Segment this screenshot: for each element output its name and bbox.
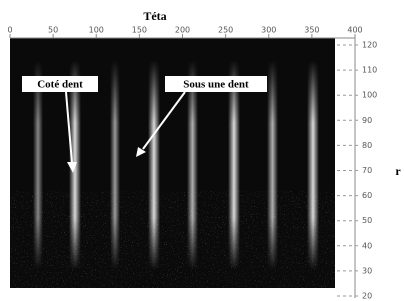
x-tick-label: 200 bbox=[175, 26, 190, 35]
x-tick-label: 50 bbox=[48, 26, 58, 35]
y-tick-label: 20 bbox=[362, 292, 372, 301]
annotation: Sous une dent bbox=[183, 79, 249, 91]
y-tick-label: 70 bbox=[362, 166, 372, 175]
chart: Téta r Coté dent Sous une dent 0 50 100 150… bbox=[0, 0, 404, 301]
y-axis-title: r bbox=[395, 164, 401, 178]
x-tick-label: 400 bbox=[347, 26, 362, 35]
x-tick-label: 300 bbox=[261, 26, 276, 35]
y-tick-label: 110 bbox=[362, 66, 377, 75]
y-tick-label: 30 bbox=[362, 266, 372, 275]
y-tick-label: 40 bbox=[362, 241, 372, 250]
y-tick-label: 50 bbox=[362, 216, 372, 225]
x-tick-label: 250 bbox=[218, 26, 233, 35]
annotation: Coté dent bbox=[37, 79, 83, 91]
y-tick-label: 100 bbox=[362, 91, 377, 100]
y-tick-label: 60 bbox=[362, 191, 372, 200]
x-tick-label: 350 bbox=[304, 26, 319, 35]
x-tick-label: 100 bbox=[89, 26, 104, 35]
x-axis-title: Téta bbox=[143, 9, 166, 23]
y-tick-label: 120 bbox=[362, 41, 377, 50]
speckle bbox=[10, 200, 335, 288]
x-tick-label: 150 bbox=[132, 26, 147, 35]
y-tick-label: 90 bbox=[362, 116, 372, 125]
y-tick-label: 80 bbox=[362, 141, 372, 150]
x-tick-label: 0 bbox=[7, 26, 12, 35]
